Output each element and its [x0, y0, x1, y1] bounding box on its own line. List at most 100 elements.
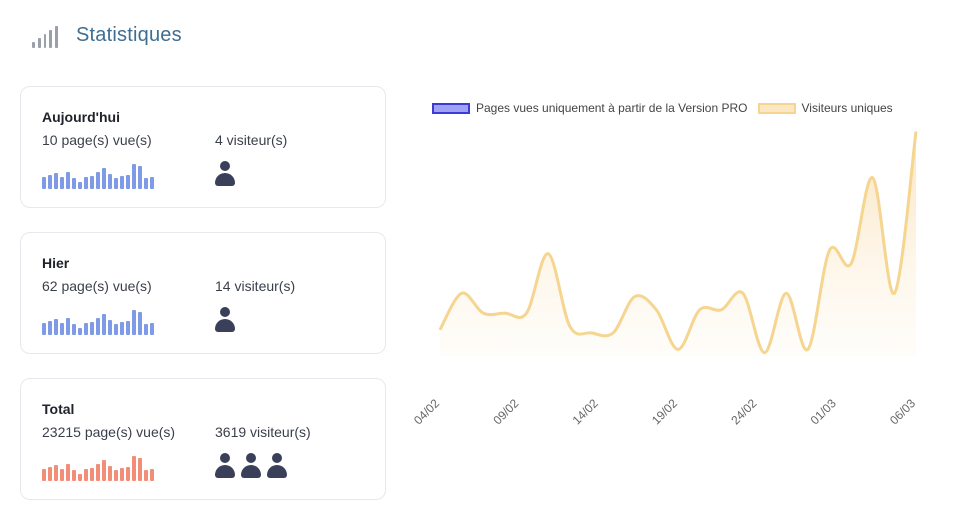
- chart-legend: Pages vues uniquement à partir de la Ver…: [432, 101, 903, 115]
- data-point[interactable]: [590, 332, 592, 334]
- legend-swatch-pro: [432, 102, 470, 114]
- sparkline-bar: [108, 466, 112, 481]
- sparkline-bar: [114, 178, 118, 189]
- sparkline-bar: [42, 323, 46, 335]
- sparkline-bar: [72, 324, 76, 335]
- person-icon: [267, 453, 287, 480]
- sparkline-bar: [144, 324, 148, 335]
- legend-swatch-visitors: [757, 102, 796, 114]
- sparkline: [42, 305, 154, 335]
- sparkline-bar: [138, 312, 142, 335]
- sparkline-bar: [60, 177, 64, 189]
- page-title: Statistiques: [76, 23, 182, 46]
- data-point[interactable]: [461, 292, 463, 294]
- sparkline-bar: [48, 467, 52, 481]
- sparkline-bar: [66, 464, 70, 481]
- sparkline-bar: [108, 174, 112, 189]
- pages-viewed: 10 page(s) vue(s): [42, 132, 152, 148]
- sparkline-bar: [60, 469, 64, 481]
- person-icon: [215, 453, 235, 480]
- sparkline-bar: [114, 470, 118, 481]
- data-point[interactable]: [720, 309, 722, 311]
- sparkline-bar: [48, 321, 52, 335]
- sparkline-bar: [90, 468, 94, 481]
- sparkline-bar: [96, 318, 100, 335]
- stat-card-total: Total 23215 page(s) vue(s) 3619 visiteur…: [20, 378, 386, 500]
- data-point[interactable]: [850, 263, 852, 265]
- sparkline-bar: [102, 460, 106, 481]
- pages-viewed: 62 page(s) vue(s): [42, 278, 152, 294]
- sparkline: [42, 451, 154, 481]
- visitor-count: 4 visiteur(s): [215, 132, 288, 148]
- sparkline-bar: [66, 172, 70, 189]
- sparkline-bar: [132, 456, 136, 481]
- visitors-icon-group: [215, 453, 287, 480]
- data-point[interactable]: [742, 292, 744, 294]
- header: Statistiques: [32, 22, 182, 48]
- legend-item-visitors[interactable]: Visiteurs uniques: [757, 101, 893, 115]
- data-point[interactable]: [439, 329, 441, 331]
- data-point[interactable]: [915, 131, 917, 133]
- data-point[interactable]: [699, 309, 701, 311]
- sparkline-bar: [114, 324, 118, 335]
- sparkline-bar: [120, 322, 124, 335]
- pages-viewed: 23215 page(s) vue(s): [42, 424, 176, 440]
- x-tick-label: 09/02: [490, 396, 521, 427]
- sparkline-bar: [54, 319, 58, 335]
- data-point[interactable]: [655, 309, 657, 311]
- data-point[interactable]: [526, 312, 528, 314]
- person-icon: [241, 453, 261, 480]
- x-tick-label: 01/03: [808, 396, 839, 427]
- sparkline-bar: [126, 321, 130, 335]
- data-point[interactable]: [504, 312, 506, 314]
- sparkline-bar: [144, 178, 148, 189]
- sparkline-bar: [144, 470, 148, 481]
- data-point[interactable]: [634, 296, 636, 298]
- sparkline-bar: [138, 458, 142, 481]
- sparkline-bar: [120, 176, 124, 189]
- sparkline-bar: [120, 468, 124, 481]
- visitors-area-fill: [440, 131, 916, 356]
- x-tick-label: 06/03: [887, 396, 918, 427]
- data-point[interactable]: [764, 352, 766, 354]
- sparkline-bar: [132, 164, 136, 189]
- sparkline-bar: [126, 467, 130, 481]
- sparkline-bar: [84, 469, 88, 481]
- data-point[interactable]: [785, 292, 787, 294]
- x-tick-label: 14/02: [570, 396, 601, 427]
- sparkline-bar: [78, 182, 82, 189]
- card-label: Aujourd'hui: [42, 109, 120, 125]
- data-point[interactable]: [893, 292, 895, 294]
- data-point[interactable]: [547, 253, 549, 255]
- visitor-count: 14 visiteur(s): [215, 278, 296, 294]
- visitors-icon-group: [215, 161, 235, 188]
- x-tick-label: 19/02: [649, 396, 680, 427]
- card-label: Total: [42, 401, 75, 417]
- sparkline-bar: [54, 173, 58, 189]
- data-point[interactable]: [872, 177, 874, 179]
- legend-item-pro[interactable]: Pages vues uniquement à partir de la Ver…: [432, 101, 748, 115]
- sparkline-bar: [108, 320, 112, 335]
- sparkline-bar: [78, 328, 82, 335]
- sparkline-bar: [72, 178, 76, 189]
- sparkline-bar: [84, 323, 88, 335]
- sparkline-bar: [126, 175, 130, 189]
- x-tick-label: 24/02: [728, 396, 759, 427]
- data-point[interactable]: [828, 249, 830, 251]
- visitors-icon-group: [215, 307, 235, 334]
- data-point[interactable]: [807, 348, 809, 350]
- sparkline-bar: [84, 177, 88, 189]
- data-point[interactable]: [612, 332, 614, 334]
- data-point[interactable]: [677, 348, 679, 350]
- data-point[interactable]: [482, 312, 484, 314]
- sparkline-bar: [72, 470, 76, 481]
- sparkline-bar: [138, 166, 142, 189]
- sparkline-bar: [150, 469, 154, 481]
- sparkline-bar: [78, 474, 82, 481]
- sparkline: [42, 159, 154, 189]
- data-point[interactable]: [569, 325, 571, 327]
- stat-card-yesterday: Hier 62 page(s) vue(s) 14 visiteur(s): [20, 232, 386, 354]
- sparkline-bar: [96, 464, 100, 481]
- legend-label-visitors: Visiteurs uniques: [801, 101, 893, 115]
